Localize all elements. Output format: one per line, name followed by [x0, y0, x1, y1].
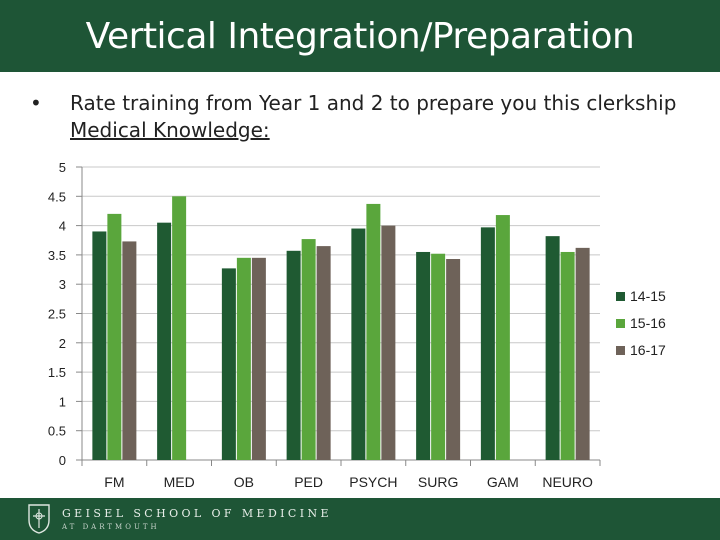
- x-tick-label: SURG: [418, 474, 458, 490]
- y-tick-label: 0: [59, 453, 66, 468]
- x-tick-label: PSYCH: [349, 474, 397, 490]
- bar-15-16-NEURO: [560, 251, 575, 460]
- y-tick-label: 4.5: [48, 189, 66, 204]
- x-tick-label: NEURO: [542, 474, 593, 490]
- y-tick-label: 5: [59, 160, 66, 175]
- page-title: Vertical Integration/Preparation: [85, 15, 635, 57]
- school-name: GEISEL SCHOOL OF MEDICINE: [62, 507, 332, 520]
- y-tick-label: 0.5: [48, 424, 66, 439]
- x-tick-label: FM: [104, 474, 124, 490]
- x-tick-label: OB: [234, 474, 254, 490]
- bar-16-17-PED: [316, 246, 331, 460]
- legend-label: 16-17: [630, 342, 666, 358]
- bar-16-17-SURG: [446, 259, 461, 460]
- bar-14-15-GAM: [480, 227, 495, 460]
- bar-16-17-NEURO: [575, 247, 590, 460]
- bar-16-17-FM: [122, 241, 137, 460]
- bar-15-16-OB: [236, 257, 251, 460]
- footer-bar: GEISEL SCHOOL OF MEDICINE AT DARTMOUTH: [0, 498, 720, 540]
- y-tick-label: 1.5: [48, 365, 66, 380]
- y-tick-label: 2: [59, 336, 66, 351]
- bar-16-17-OB: [251, 257, 266, 460]
- bar-14-15-PSYCH: [351, 228, 366, 460]
- bar-15-16-PSYCH: [366, 203, 381, 460]
- bar-15-16-FM: [107, 213, 122, 460]
- x-tick-label: MED: [164, 474, 195, 490]
- bar-14-15-MED: [157, 222, 172, 460]
- legend-swatch: [616, 346, 625, 355]
- legend-swatch: [616, 292, 625, 301]
- school-shield-icon: [28, 504, 50, 534]
- bar-14-15-OB: [221, 268, 236, 460]
- bar-15-16-MED: [172, 196, 187, 461]
- bullet-subtext: Medical Knowledge:: [70, 118, 270, 142]
- bar-14-15-FM: [92, 231, 107, 460]
- bar-14-15-SURG: [416, 251, 431, 460]
- y-tick-label: 2.5: [48, 307, 66, 322]
- bar-15-16-PED: [301, 239, 316, 460]
- bar-16-17-PSYCH: [381, 225, 396, 460]
- bar-14-15-PED: [286, 250, 301, 460]
- bar-14-15-NEURO: [545, 236, 560, 460]
- y-tick-label: 4: [59, 219, 66, 234]
- bullet-text: Rate training from Year 1 and 2 to prepa…: [70, 91, 677, 115]
- title-bar: Vertical Integration/Preparation: [0, 0, 720, 72]
- y-tick-label: 3: [59, 277, 66, 292]
- bar-15-16-SURG: [431, 253, 446, 460]
- legend-label: 15-16: [630, 315, 666, 331]
- x-tick-label: GAM: [487, 474, 519, 490]
- bullet-marker: •: [30, 91, 42, 115]
- legend-swatch: [616, 319, 625, 328]
- y-tick-label: 3.5: [48, 248, 66, 263]
- legend-label: 14-15: [630, 288, 666, 304]
- school-subname: AT DARTMOUTH: [62, 523, 160, 531]
- bar-chart: 0 0.5 1 1.5 2 2.5 3 3.5 4 4.5 5 FM MED OB PED PSYCH SURG…: [48, 160, 666, 490]
- y-tick-label: 1: [59, 394, 66, 409]
- bar-15-16-GAM: [495, 215, 510, 460]
- x-tick-label: PED: [294, 474, 323, 490]
